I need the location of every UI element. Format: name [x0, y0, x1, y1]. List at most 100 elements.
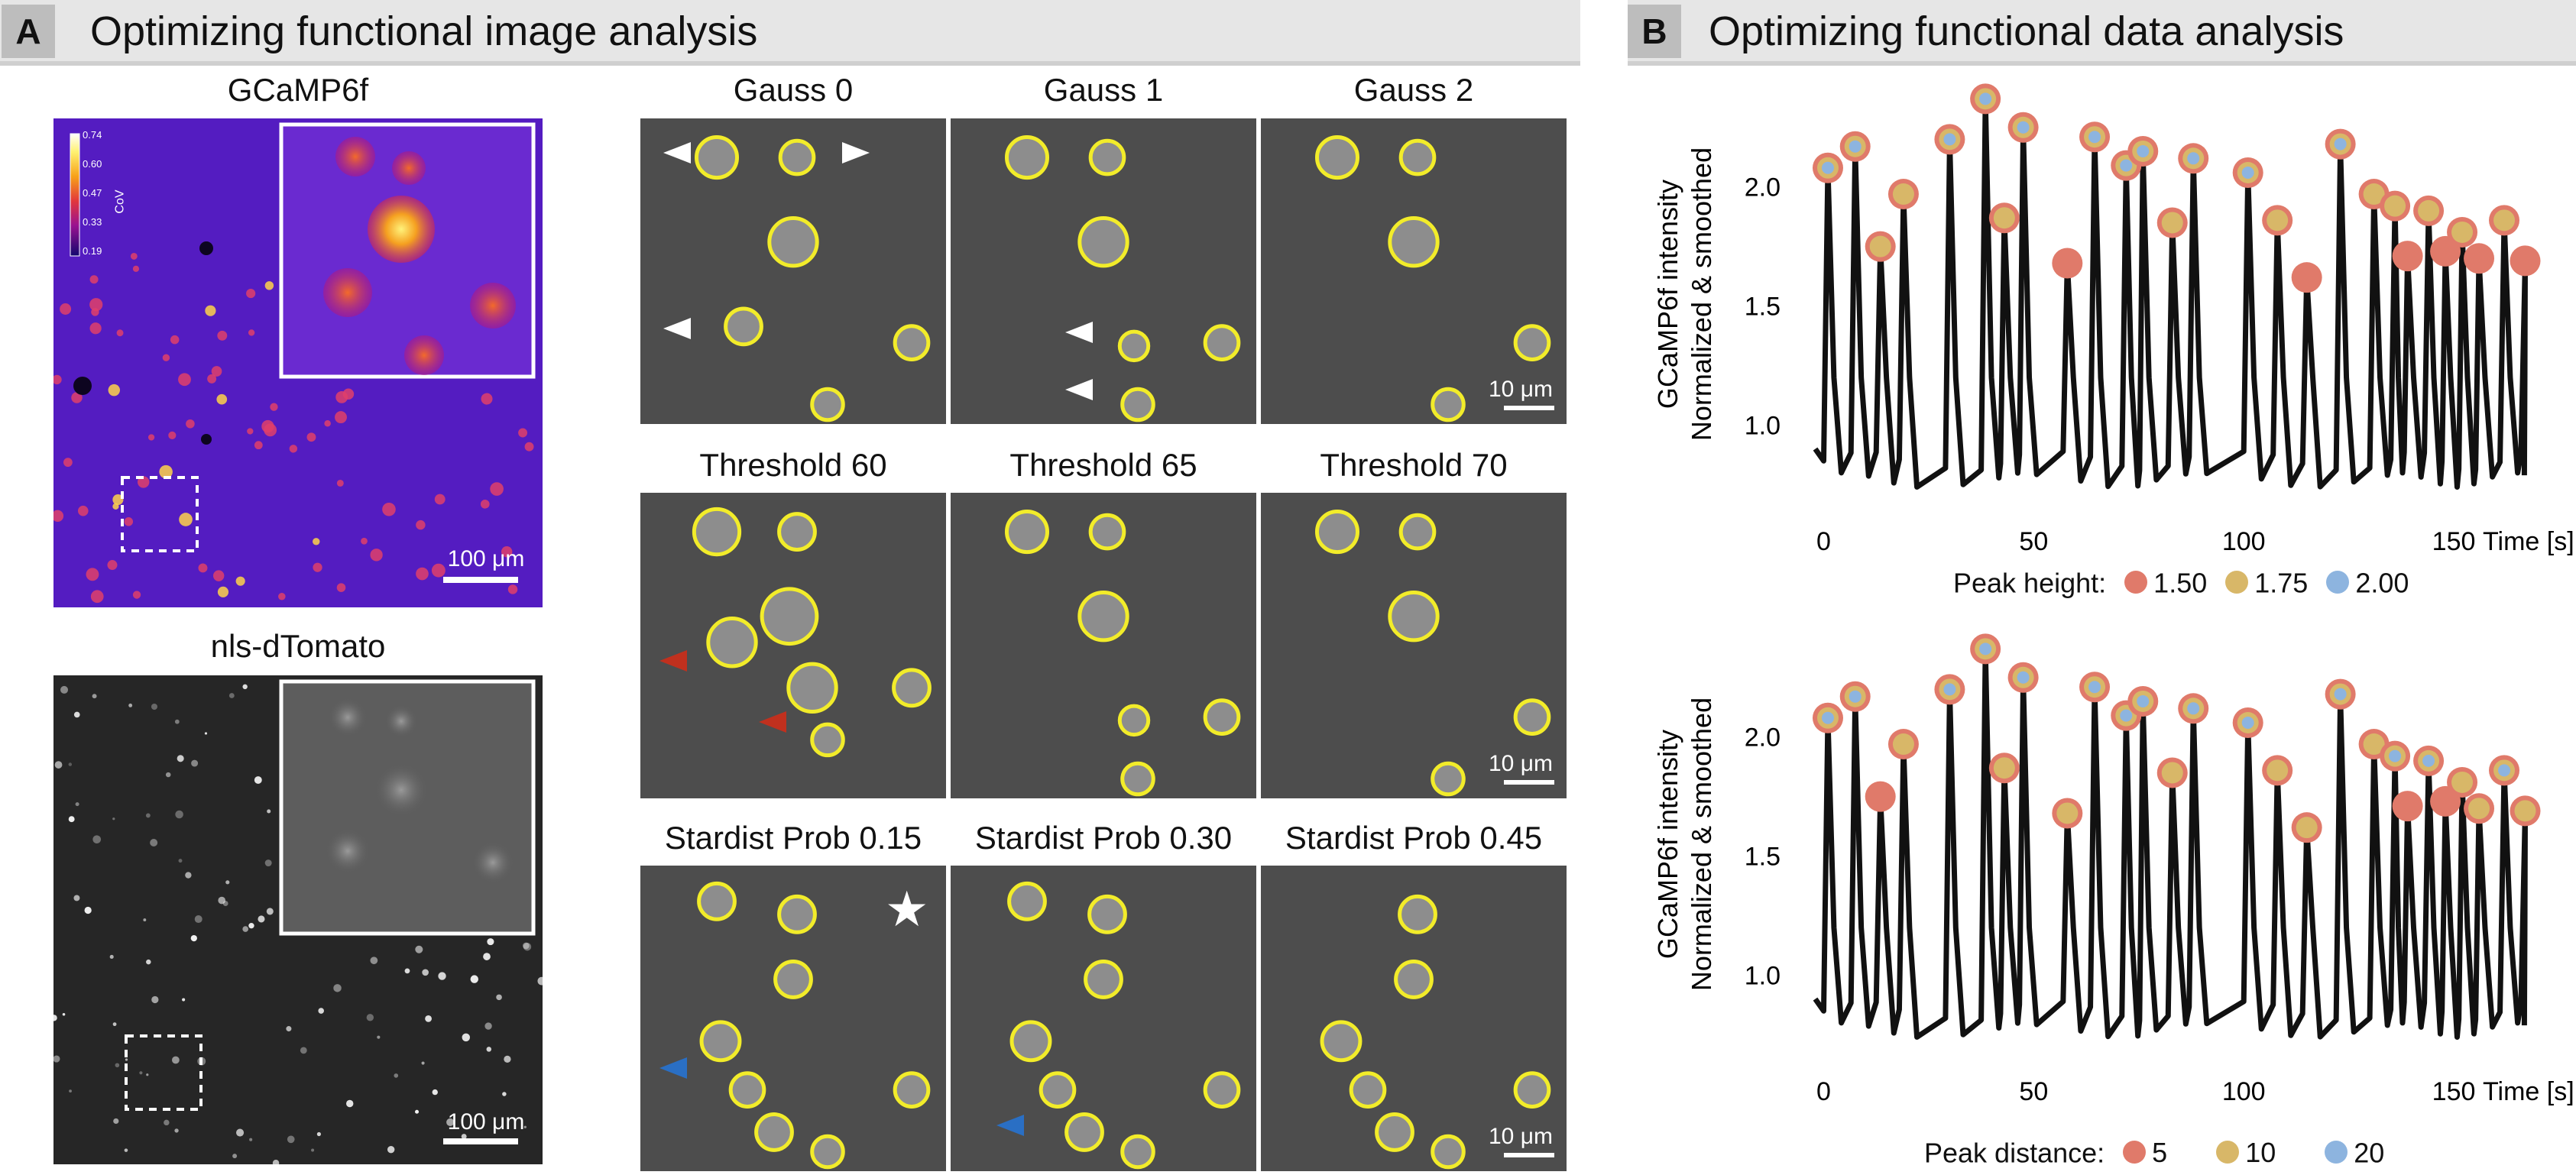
- cell-spot: [186, 419, 195, 429]
- nucleus-spot: [242, 684, 248, 690]
- roi-outline: [699, 1020, 742, 1063]
- colorbar-tick: 0.60: [83, 158, 102, 170]
- segmentation-svg: [1261, 118, 1567, 424]
- cell-spot: [89, 322, 102, 335]
- peak-marker: [2447, 216, 2478, 248]
- roi-outline: [1431, 761, 1466, 797]
- peak-marker: [1887, 179, 1919, 210]
- legend-dot: [2124, 571, 2148, 594]
- arrowhead-icon: [996, 1115, 1024, 1136]
- cell-body: [1317, 512, 1357, 552]
- peak-marker-inner: [2017, 671, 2030, 684]
- cell-spot: [112, 494, 124, 506]
- x-tick-label: 0: [1816, 1077, 1831, 1106]
- segmentation-title: Gauss 1: [1043, 72, 1164, 108]
- legend-dot: [2123, 1141, 2147, 1164]
- legend-dot: [2325, 1141, 2348, 1164]
- roi-outline: [1431, 1134, 1466, 1170]
- peak-marker: [2178, 693, 2209, 724]
- segmentation-cell: [951, 866, 1256, 1171]
- nucleus-spot: [53, 1055, 60, 1063]
- cell-body: [1391, 593, 1437, 639]
- cell-spot: [264, 281, 274, 290]
- legend-peak-distance: Peak distance: 5 10 20: [1924, 1135, 2384, 1169]
- cell-spot: [216, 393, 228, 405]
- roi-outline: [1388, 216, 1440, 268]
- cell-scalebar-label: 10 μm: [1489, 377, 1553, 402]
- nucleus-spot: [258, 915, 265, 923]
- cell-body: [702, 1022, 739, 1060]
- segmentation-svg: [951, 866, 1256, 1171]
- cell-body: [1352, 1073, 1384, 1106]
- cell-spot: [254, 441, 263, 450]
- gcamp-scalebar: [443, 577, 518, 583]
- peak-marker: [2127, 135, 2159, 167]
- roi-outline: [706, 617, 758, 668]
- cell-spot: [507, 584, 518, 594]
- tomato-roi-box: [125, 1034, 203, 1111]
- x-tick-label: 50: [2019, 1077, 2048, 1106]
- nucleus-spot: [174, 1128, 179, 1133]
- peak-marker: [2127, 685, 2159, 717]
- cell-spot: [90, 590, 104, 604]
- nucleus-spot: [484, 1022, 492, 1030]
- cell-body: [1400, 897, 1435, 932]
- roi-outline: [1375, 1112, 1414, 1152]
- gcamp-roi-box: [121, 476, 199, 552]
- segmentation-svg: [951, 493, 1256, 798]
- peak-marker-mid: [1993, 757, 2015, 779]
- cell-spot: [480, 499, 490, 509]
- roi-outline: [1088, 513, 1126, 551]
- arrowhead-icon: [663, 318, 691, 339]
- peak-marker-inner: [2241, 167, 2254, 179]
- x-tick-label: 50: [2019, 527, 2048, 556]
- cell-scalebar: [1504, 780, 1554, 785]
- nucleus-spot: [318, 1008, 325, 1014]
- nucleus-spot: [68, 762, 73, 766]
- nucleus-spot: [125, 1058, 128, 1061]
- nucleus-spot: [537, 976, 543, 986]
- colorbar-label: CoV: [113, 189, 127, 214]
- star-icon: ★: [885, 882, 929, 937]
- nucleus-spot: [272, 1160, 280, 1164]
- roi-outline: [786, 662, 838, 714]
- roi-outline: [692, 507, 742, 557]
- cell-spot: [501, 545, 513, 558]
- cell-body: [1396, 962, 1431, 997]
- roi-outline: [697, 881, 737, 921]
- trace-chart-peak-distance: GCaMP6f intensity Normalized & smoothed 1.…: [1643, 619, 2576, 1154]
- cell-body: [695, 510, 739, 554]
- cell-body: [1206, 326, 1238, 359]
- cell-spot: [130, 252, 138, 260]
- peak-marker: [2510, 795, 2541, 827]
- cell-spot: [53, 374, 62, 385]
- peak-marker-inner: [2088, 681, 2101, 694]
- cell-spot: [416, 520, 426, 530]
- legend-label: 10: [2245, 1137, 2276, 1169]
- cell-spot: [132, 265, 140, 272]
- peak-marker-outer: [1865, 781, 1896, 812]
- nucleus-spot: [377, 1035, 381, 1039]
- nucleus-spot: [54, 761, 63, 769]
- peak-marker-mid: [2161, 762, 2183, 784]
- cell-spot: [382, 502, 396, 516]
- arrowhead-icon: [759, 711, 786, 733]
- peak-marker: [1970, 633, 2001, 665]
- peak-marker: [2079, 672, 2111, 703]
- cell-body: [1123, 1136, 1153, 1167]
- nucleus-spot: [415, 1109, 420, 1114]
- cell-spot: [278, 592, 286, 600]
- nucleus-spot: [190, 934, 197, 942]
- peak-marker-outer: [2392, 241, 2423, 272]
- cell-spot: [313, 562, 322, 572]
- nucleus-spot: [69, 1089, 72, 1093]
- peak-marker-mid: [2363, 183, 2385, 206]
- nucleus-spot: [487, 938, 494, 946]
- nucleus-spot: [504, 1055, 511, 1063]
- nucleus-spot: [523, 1125, 527, 1128]
- peak-marker: [2447, 766, 2478, 798]
- cell-body: [896, 1073, 928, 1106]
- peak-marker: [2007, 112, 2039, 143]
- x-axis-label: Time [s]: [2483, 1077, 2574, 1106]
- roi-outline: [810, 1134, 845, 1170]
